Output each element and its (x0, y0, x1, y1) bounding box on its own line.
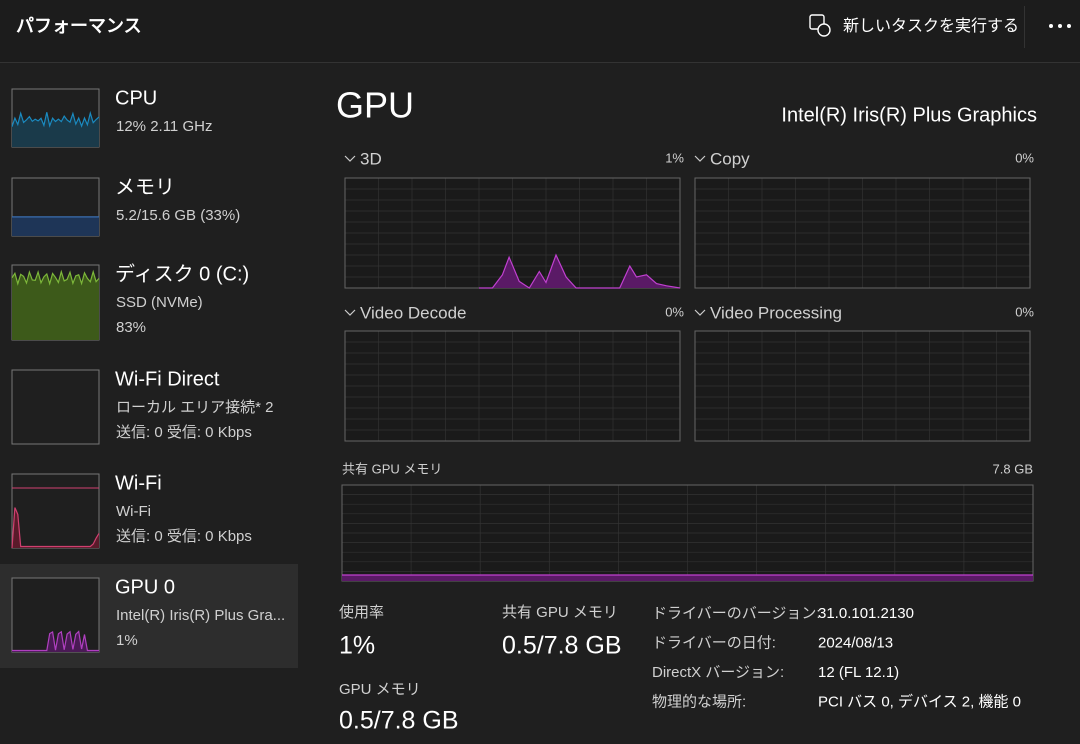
memory-usage-area (342, 575, 1033, 581)
sidebar-item-name[interactable]: メモリ (115, 176, 175, 198)
thumb-frame (11, 473, 100, 549)
sidebar-item-name[interactable]: CPU (115, 87, 157, 109)
sidebar-item-detail: 12% 2.11 GHz (116, 118, 212, 135)
sidebar-item-detail: 1% (116, 632, 138, 649)
sidebar-item-detail: ローカル エリア接続* 2 (116, 399, 274, 416)
stat-label: 使用率 (339, 604, 384, 621)
engine-name[interactable]: 3D (360, 149, 382, 168)
thumb-line (11, 269, 100, 286)
new-task-plus (817, 23, 831, 37)
gpu-model: Intel(R) Iris(R) Plus Graphics (781, 104, 1037, 126)
chevron[interactable] (344, 155, 356, 162)
engine-percent: 0% (1015, 150, 1034, 165)
shared-memory-label: 共有 GPU メモリ (342, 461, 442, 476)
new-task-label[interactable]: 新しいタスクを実行する (843, 17, 1019, 35)
thumb-area (12, 271, 99, 340)
info-value: 2024/08/13 (818, 634, 893, 651)
dot (1049, 24, 1053, 28)
chevron[interactable] (694, 155, 706, 162)
info-label: DirectX バージョン: (652, 664, 784, 681)
graph-border (694, 330, 1031, 442)
sidebar-item-detail: SSD (NVMe) (116, 294, 203, 311)
sidebar-item-name[interactable]: ディスク 0 (C:) (115, 262, 249, 285)
more-button[interactable] (1049, 24, 1071, 28)
stat-label: 共有 GPU メモリ (502, 604, 618, 621)
sidebar-item-detail: 送信: 0 受信: 0 Kbps (116, 424, 252, 441)
graph-area (345, 255, 680, 288)
info-value: 31.0.101.2130 (818, 605, 914, 622)
sidebar-item-detail: 83% (116, 319, 146, 336)
engine-name[interactable]: Video Decode (360, 303, 467, 322)
sidebar-item-detail: 送信: 0 受信: 0 Kbps (116, 528, 252, 545)
info-value: 12 (FL 12.1) (818, 664, 899, 681)
stat-label: GPU メモリ (339, 681, 421, 698)
info-label: ドライバーのバージョン: (652, 605, 821, 622)
thumb-frame (11, 369, 100, 445)
dot (1067, 24, 1071, 28)
graph-border (694, 177, 1031, 289)
engine-percent: 1% (665, 150, 684, 165)
engine-percent: 0% (1015, 304, 1034, 319)
thumb-line (11, 507, 100, 549)
graph-border (344, 330, 681, 442)
new-task-button[interactable]: 新しいタスクを実行する (809, 14, 1019, 37)
info-value: PCI バス 0, デバイス 2, 機能 0 (818, 692, 1021, 710)
sidebar-item-name[interactable]: GPU 0 (115, 576, 175, 598)
stat-value: 1% (339, 632, 375, 660)
thumb-line (11, 110, 100, 128)
sidebar-item-name[interactable]: Wi-Fi (115, 472, 162, 494)
stat-value: 0.5/7.8 GB (339, 707, 459, 735)
engine-percent: 0% (665, 304, 684, 319)
header-bar (0, 0, 1080, 62)
thumb-line (12, 630, 99, 652)
graph-line (479, 253, 681, 289)
chevron[interactable] (344, 309, 356, 316)
engine-name[interactable]: Video Processing (710, 303, 842, 322)
shared-memory-max: 7.8 GB (993, 461, 1033, 476)
stat-value: 0.5/7.8 GB (502, 632, 622, 660)
chevron[interactable] (694, 309, 706, 316)
sidebar-item-detail: Intel(R) Iris(R) Plus Gra... (116, 607, 285, 624)
info-label: ドライバーの日付: (652, 634, 776, 651)
thumb-area (12, 631, 99, 652)
sidebar-item-detail: Wi-Fi (116, 503, 151, 520)
new-task-icon (809, 14, 825, 30)
gpu-title: GPU (336, 85, 414, 126)
thumb-area (12, 216, 99, 236)
info-label: 物理的な場所: (652, 693, 746, 710)
sidebar-item-detail: 5.2/15.6 GB (33%) (116, 207, 240, 224)
page-title: パフォーマンス (16, 16, 142, 36)
dot (1058, 24, 1062, 28)
engine-name[interactable]: Copy (710, 149, 750, 168)
sidebar-item-name[interactable]: Wi-Fi Direct (115, 368, 220, 390)
